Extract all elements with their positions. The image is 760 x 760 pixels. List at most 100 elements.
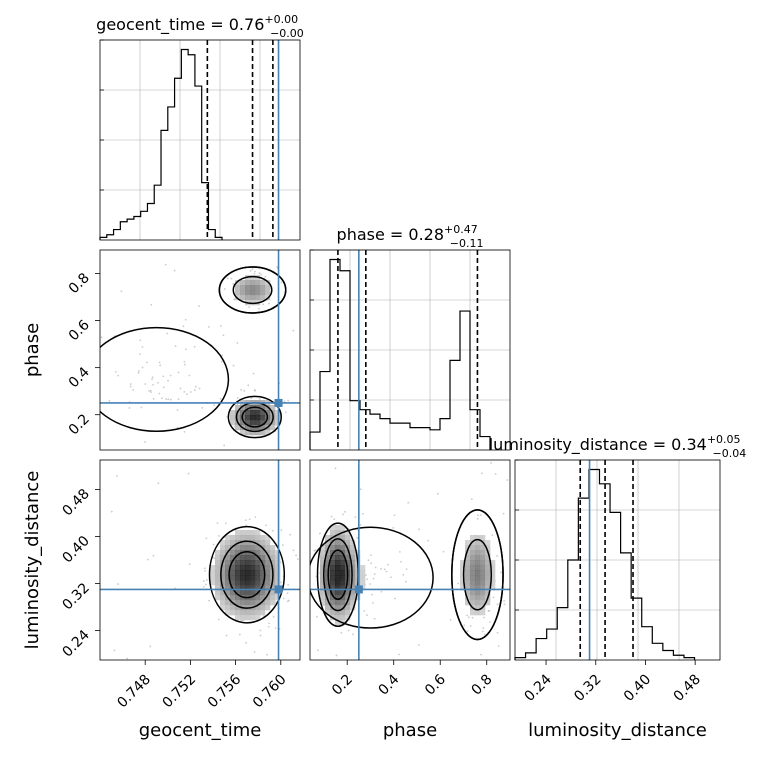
density-cell	[260, 565, 266, 571]
density-cell	[350, 600, 356, 606]
density-cell	[260, 535, 266, 541]
sample-point	[177, 371, 180, 374]
sample-point	[149, 389, 152, 392]
density-cell	[255, 565, 261, 571]
density-cell	[325, 605, 331, 611]
density-cell	[270, 555, 276, 561]
histogram-bar	[663, 650, 674, 660]
sample-point	[405, 580, 407, 583]
sample-point	[202, 585, 205, 588]
density-cell	[255, 610, 261, 616]
density-cell	[260, 430, 266, 436]
density-cell	[235, 405, 241, 411]
density-cell	[225, 540, 231, 546]
sample-point	[372, 577, 375, 580]
density-cell	[470, 570, 476, 576]
density-cell	[460, 565, 466, 571]
sample-point	[152, 398, 155, 400]
sample-point	[333, 518, 336, 521]
density-cell	[335, 545, 341, 551]
density-cell	[215, 575, 221, 581]
density-cell	[235, 610, 241, 616]
density-cell	[225, 535, 231, 541]
density-cell	[350, 565, 356, 571]
density-cell	[220, 540, 226, 546]
density-cell	[240, 590, 246, 596]
density-cell	[465, 550, 471, 556]
density-cell	[325, 590, 331, 596]
sample-point	[373, 617, 376, 620]
sample-point	[380, 590, 383, 593]
density-cell	[475, 610, 481, 616]
density-cell	[340, 545, 346, 551]
density-cell	[225, 610, 231, 616]
density-cell	[480, 550, 486, 556]
density-cell	[345, 605, 351, 611]
density-cell	[250, 575, 256, 581]
density-cell	[335, 615, 341, 621]
sample-point	[503, 603, 506, 606]
density-cell	[340, 580, 346, 586]
density-cell	[250, 570, 256, 576]
density-cell	[255, 570, 261, 576]
density-cell	[355, 550, 361, 556]
sample-point	[296, 558, 299, 560]
density-cell	[480, 595, 486, 601]
sample-point	[292, 549, 295, 552]
sample-point	[100, 336, 103, 339]
sample-point	[248, 518, 251, 521]
density-4: 0.24 0.32 0.40 0.48 0.748 0.752 0.756 0.760 lumi…	[22, 460, 300, 741]
density-cell	[250, 280, 256, 286]
density-5-frame	[309, 459, 511, 661]
sample-point	[359, 524, 362, 526]
density-cell	[275, 560, 281, 566]
sample-point	[108, 400, 111, 402]
density-cell	[245, 565, 251, 571]
density-cell	[350, 540, 356, 546]
density-cell	[225, 580, 231, 586]
density-cell	[225, 555, 231, 561]
sample-point	[363, 610, 366, 612]
sample-point	[272, 615, 275, 618]
density-cell	[325, 610, 331, 616]
density-cell	[335, 605, 341, 611]
density-cell	[260, 610, 266, 616]
density-cell	[230, 410, 236, 416]
density-cell	[475, 545, 481, 551]
sample-point	[289, 533, 292, 536]
contour-line	[451, 509, 504, 641]
density-cell	[245, 560, 251, 566]
density-cell	[345, 595, 351, 601]
density-cell	[260, 540, 266, 546]
histogram-bar	[652, 643, 663, 660]
histogram-bar	[208, 230, 215, 240]
sample-point	[232, 364, 235, 367]
density-cell	[240, 575, 246, 581]
density-cell	[230, 590, 236, 596]
sample-point	[253, 651, 256, 653]
density-cell	[265, 590, 271, 596]
density-cell	[225, 570, 231, 576]
density-cell	[225, 600, 231, 606]
sample-point	[497, 645, 500, 647]
histogram-bar	[642, 627, 653, 660]
density-cell	[270, 595, 276, 601]
sample-point	[370, 562, 373, 565]
sample-point	[481, 630, 484, 633]
density-cell	[260, 425, 266, 431]
sample-point	[287, 399, 290, 402]
sample-point	[317, 649, 319, 652]
density-cell	[225, 590, 231, 596]
sample-point	[232, 283, 235, 285]
density-cell	[245, 555, 251, 561]
density-cell	[320, 550, 326, 556]
density-cell	[325, 600, 331, 606]
sample-point	[371, 593, 374, 596]
sample-point	[137, 371, 140, 374]
density-cell	[250, 615, 256, 621]
density-cell	[265, 545, 271, 551]
density-cell	[270, 560, 276, 566]
density-cell	[260, 570, 266, 576]
density-cell	[465, 540, 471, 546]
density-cell	[355, 595, 361, 601]
